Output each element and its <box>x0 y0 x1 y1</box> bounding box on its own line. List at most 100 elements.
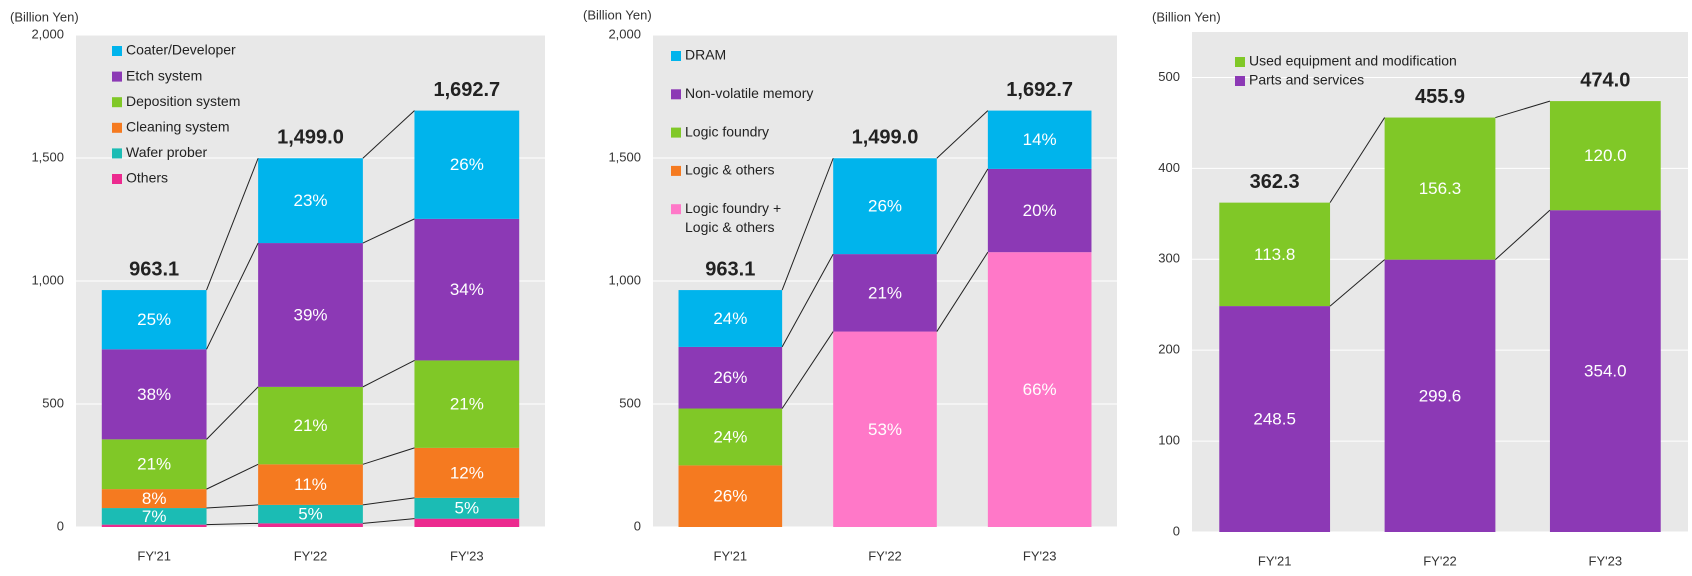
bar-segment <box>258 523 363 527</box>
bar-segment <box>101 508 207 525</box>
legend-label: Others <box>126 170 168 186</box>
bar-segment <box>987 252 1092 527</box>
connector-line <box>936 168 989 255</box>
legend-label: Used equipment and modification <box>1249 53 1457 69</box>
data-label: 34% <box>450 280 484 299</box>
data-label: 26% <box>713 487 747 506</box>
legend-swatch <box>1235 76 1245 86</box>
legend-swatch <box>671 204 681 215</box>
data-label: 21% <box>868 283 902 302</box>
bar-segment <box>1549 101 1661 211</box>
connector-line <box>206 242 259 350</box>
legend-label: Parts and services <box>1249 72 1364 88</box>
total-label: 1,692.7 <box>433 79 500 101</box>
data-label: 156.3 <box>1419 179 1462 198</box>
legend-label: Wafer prober <box>126 144 208 160</box>
data-label: 14% <box>1023 130 1057 149</box>
bar-segment <box>101 290 207 350</box>
legend-swatch <box>671 165 681 176</box>
connector-line <box>936 251 989 332</box>
bar-segment <box>258 243 363 387</box>
connector-line <box>206 504 259 509</box>
data-label: 25% <box>137 310 171 329</box>
bar-segment <box>1219 202 1331 307</box>
bar-segment <box>258 158 363 244</box>
data-label: 21% <box>293 416 327 435</box>
legend-swatch <box>671 51 681 61</box>
y-tick-label: 0 <box>634 518 641 533</box>
data-label: 21% <box>137 455 171 474</box>
bar-segment <box>101 349 207 440</box>
data-label: 248.5 <box>1253 410 1296 429</box>
bar-segment <box>1384 117 1496 260</box>
connector-line <box>936 110 989 159</box>
bar-segment <box>833 331 937 527</box>
x-tick-label: FY'23 <box>1589 553 1623 568</box>
legend-swatch <box>112 46 122 56</box>
y-axis-label: (Billion Yen) <box>583 7 652 22</box>
connector-line <box>781 253 834 348</box>
legend-swatch <box>671 127 681 138</box>
legend-swatch <box>112 122 122 133</box>
y-tick-label: 2,000 <box>608 26 641 41</box>
legend-label: Coater/Developer <box>126 42 236 58</box>
x-tick-label: FY'23 <box>450 548 484 563</box>
legend-label: Etch system <box>126 67 202 83</box>
y-tick-label: 1,000 <box>31 272 64 287</box>
connector-line <box>362 518 415 524</box>
data-label: 26% <box>713 368 747 387</box>
connector-line <box>206 158 259 291</box>
x-tick-label: FY'22 <box>1423 553 1457 568</box>
y-axis-label: (Billion Yen) <box>10 9 79 24</box>
data-label: 21% <box>450 395 484 414</box>
bar-segment <box>987 168 1092 253</box>
connector-line <box>781 331 834 409</box>
connector-line <box>362 359 415 388</box>
y-tick-label: 300 <box>1158 251 1180 266</box>
total-label: 455.9 <box>1415 86 1465 108</box>
y-tick-label: 400 <box>1158 160 1180 175</box>
bar-segment <box>678 465 783 527</box>
y-tick-label: 1,000 <box>608 272 641 287</box>
bar-segment <box>678 346 783 409</box>
bar-segment <box>258 464 363 505</box>
total-label: 1,499.0 <box>852 127 919 149</box>
x-tick-label: FY'21 <box>137 548 171 563</box>
data-label: 7% <box>142 507 167 526</box>
connector-line <box>781 158 834 291</box>
bar-segment <box>414 518 520 527</box>
connector-line <box>362 447 415 465</box>
data-label: 113.8 <box>1254 245 1295 264</box>
data-label: 23% <box>293 191 327 210</box>
connector-line <box>1329 117 1386 203</box>
legend-label: Logic foundry + Logic & others <box>685 200 781 235</box>
legend-label: Non-volatile memory <box>685 85 813 101</box>
legend-swatch <box>112 174 122 184</box>
legend-line: Logic foundry + <box>685 200 781 216</box>
legend-label: Deposition system <box>126 93 240 109</box>
bar-segment <box>678 408 783 466</box>
legend-swatch <box>112 148 122 159</box>
y-tick-label: 500 <box>619 395 641 410</box>
connector-line <box>206 386 259 440</box>
connector-line <box>1495 100 1551 119</box>
total-label: 963.1 <box>129 258 179 280</box>
bar-segment <box>414 497 520 519</box>
y-tick-label: 500 <box>1158 69 1180 84</box>
data-label: 39% <box>293 305 327 324</box>
data-label: 354.0 <box>1584 362 1627 381</box>
data-label: 24% <box>713 309 747 328</box>
bar-segment <box>1384 259 1496 532</box>
data-label: 120.0 <box>1584 146 1627 165</box>
connector-line <box>1495 209 1551 261</box>
y-tick-label: 1,500 <box>31 149 64 164</box>
legend-label: DRAM <box>685 47 726 63</box>
bar-segment <box>678 290 783 347</box>
legend-label: Cleaning system <box>126 119 230 135</box>
bar-segment <box>258 504 363 524</box>
legend-label: Logic & others <box>685 162 775 178</box>
data-label: 53% <box>868 420 902 439</box>
y-tick-label: 2,000 <box>31 26 64 41</box>
legend-label: Logic foundry <box>685 123 769 139</box>
x-tick-label: FY'22 <box>294 548 328 563</box>
